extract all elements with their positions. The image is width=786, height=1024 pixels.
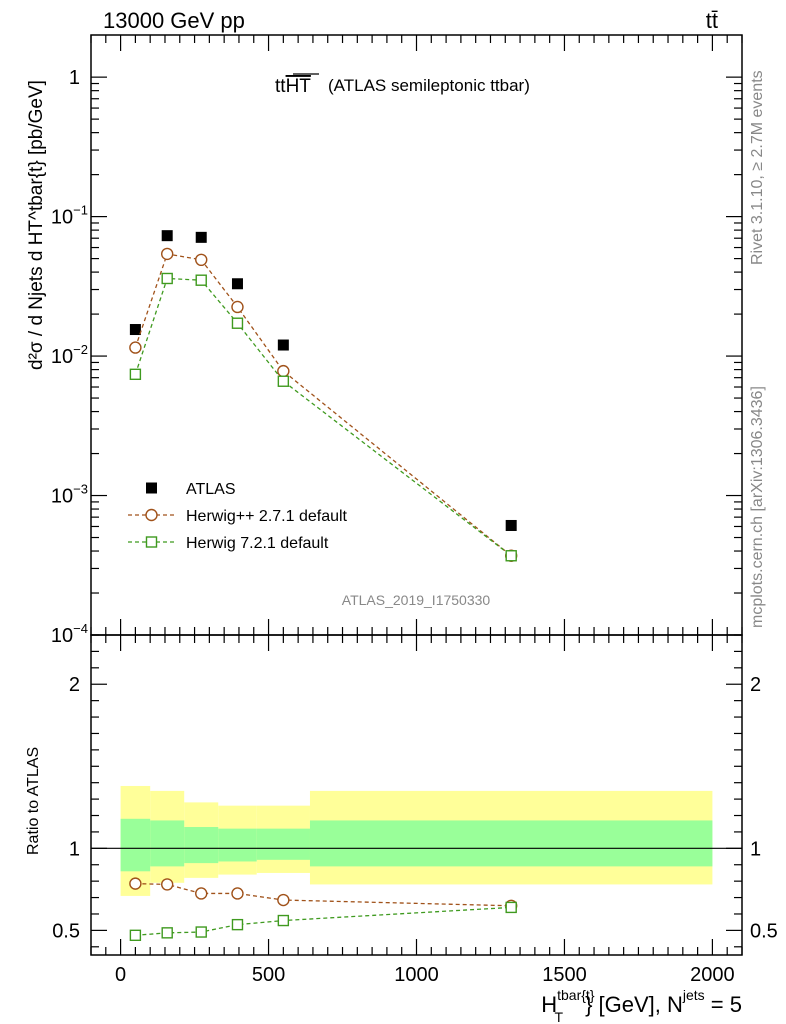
x-label-h: H xyxy=(541,992,557,1017)
x-label-sup2: jets xyxy=(682,987,705,1003)
ratio-herwigpp-point xyxy=(231,887,244,900)
ratio-band-inner xyxy=(184,827,219,864)
ratio-herwig7-point xyxy=(129,929,142,942)
main-marks xyxy=(129,230,518,562)
legend-marker xyxy=(145,536,158,548)
ratio-series-line xyxy=(135,882,512,907)
main-y-tick-label: 10−2 xyxy=(51,342,88,368)
ratio-band-inner xyxy=(218,828,257,862)
tick-base: 10 xyxy=(51,625,73,647)
main-y-tick-label: 10−4 xyxy=(51,621,88,647)
x-tick-label: 2000 xyxy=(690,964,735,986)
main-ticks xyxy=(90,35,743,636)
tick-base: 1 xyxy=(69,67,80,89)
ratio-herwig7-point xyxy=(195,926,207,938)
legend-label: Herwig++ 2.7.1 default xyxy=(186,508,348,525)
ratio-herwigpp-point xyxy=(195,887,208,900)
ratio-band-inner xyxy=(150,820,185,867)
series-line xyxy=(134,253,512,557)
main-y-axis-label: d²σ / d Njets d HT^tbar{t} [pb/GeV] xyxy=(26,80,47,370)
ratio-herwigpp-point xyxy=(129,877,142,890)
series-line xyxy=(134,277,512,557)
herwig7-point xyxy=(129,368,142,381)
atlas-point xyxy=(231,278,243,290)
x-label-end: = 5 xyxy=(705,992,742,1017)
main-y-tick-label: 10−3 xyxy=(51,482,88,508)
ratio-herwigpp-point xyxy=(277,893,290,907)
ratio-herwigpp-point xyxy=(160,878,174,891)
tick-base: 10 xyxy=(51,486,73,508)
title-rest: (ATLAS semileptonic ttbar) xyxy=(328,76,530,95)
tick-exp: −2 xyxy=(73,342,88,357)
herwigpp-point xyxy=(129,341,142,354)
main-y-tick-label: 10−1 xyxy=(51,203,88,229)
ratio-y-axis-label: Ratio to ATLAS xyxy=(25,747,42,855)
tick-exp: −3 xyxy=(73,482,88,497)
mcplots-label: mcplots.cern.ch [arXiv:1306.3436] xyxy=(749,386,766,628)
herwigpp-point xyxy=(195,253,208,267)
tick-exp: −1 xyxy=(73,203,88,218)
main-panel: 110−110−210−310−4 ttHT (ATLAS semilepton… xyxy=(26,34,743,647)
herwig7-point xyxy=(195,274,207,286)
ratio-y-tick-label-right: 2 xyxy=(750,674,761,696)
analysis-label: ATLAS_2019_I1750330 xyxy=(342,592,491,608)
ratio-y-tick-label-right: 1 xyxy=(750,838,761,860)
ratio-y-tick-label: 2 xyxy=(69,674,80,696)
ratio-y-tick-label-right: 0.5 xyxy=(750,920,778,942)
x-tick-label: 0 xyxy=(115,964,126,986)
herwig7-point xyxy=(277,375,290,387)
rivet-label: Rivet 3.1.10, ≥ 2.7M events xyxy=(749,70,766,265)
legend-marker xyxy=(146,482,157,494)
legend-label: Herwig 7.2.1 default xyxy=(186,535,329,552)
ratio-marks xyxy=(129,877,518,942)
title-main: tt xyxy=(275,76,286,97)
x-label-sub: T xyxy=(555,1009,564,1024)
ratio-y-tick-labels: 0.5 0.5 1 1 2 2 xyxy=(52,674,778,942)
ratio-ticks xyxy=(90,634,743,955)
legend: ATLAS Herwig++ 2.7.1 default Herwig 7.2.1 … xyxy=(128,481,348,552)
herwig7-point xyxy=(231,317,244,329)
x-label-sup: tbar{t} xyxy=(557,987,595,1003)
ratio-herwig7-point xyxy=(505,901,517,914)
tick-exp: −4 xyxy=(73,621,88,636)
herwigpp-point xyxy=(160,247,174,261)
main-y-tick-label: 1 xyxy=(69,67,80,89)
herwig7-point xyxy=(161,272,173,285)
tick-base: 10 xyxy=(51,207,73,229)
ratio-band-inner xyxy=(120,818,151,872)
ratio-panel: 0.5 0.5 1 1 2 2 0 500 1000 1500 2000 Ratio to ATL… xyxy=(25,634,778,1024)
energy-label: 13000 GeV pp xyxy=(103,8,245,33)
x-label-mid: } [GeV], N xyxy=(585,992,683,1017)
herwigpp-point xyxy=(277,364,290,378)
ratio-herwig7-point xyxy=(161,927,173,939)
herwigpp-point xyxy=(231,300,244,314)
x-tick-label: 1500 xyxy=(542,964,587,986)
legend-label: ATLAS xyxy=(186,481,236,498)
atlas-point xyxy=(161,230,173,242)
chart-title: ttHT xyxy=(275,76,311,97)
ratio-herwig7-point xyxy=(277,914,290,927)
ratio-y-tick-label: 1 xyxy=(69,838,80,860)
ratio-band-inner xyxy=(309,820,713,867)
ratio-bands xyxy=(120,785,713,896)
tick-base: 10 xyxy=(51,346,73,368)
atlas-point xyxy=(505,519,517,531)
atlas-point xyxy=(277,339,289,351)
ratio-band-inner xyxy=(256,828,310,860)
atlas-point xyxy=(195,231,207,243)
x-tick-label: 500 xyxy=(252,964,285,986)
herwig7-point xyxy=(505,550,517,562)
x-axis-label: Htbar{t} T } [GeV], Njets = 5 xyxy=(541,987,742,1024)
x-tick-label: 1000 xyxy=(394,964,439,986)
main-y-tick-labels: 110−110−210−310−4 xyxy=(51,67,88,647)
ratio-y-tick-label: 0.5 xyxy=(52,920,80,942)
ratio-herwig7-point xyxy=(231,918,244,931)
ratio-series-line xyxy=(135,906,512,936)
atlas-point xyxy=(129,324,141,336)
title-over: HT xyxy=(286,76,312,97)
process-label: tt̄ xyxy=(706,8,718,33)
x-tick-labels: 0 500 1000 1500 2000 xyxy=(115,964,735,986)
legend-marker xyxy=(145,508,158,522)
